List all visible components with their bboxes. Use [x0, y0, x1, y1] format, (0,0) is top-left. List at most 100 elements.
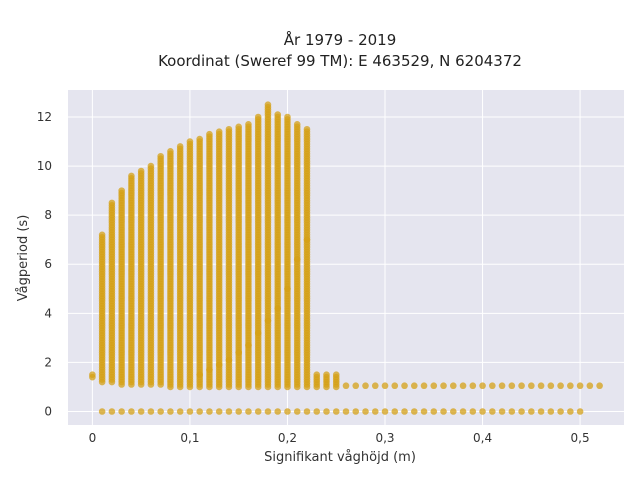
- data-point: [303, 236, 311, 244]
- data-point: [118, 187, 125, 194]
- data-point: [518, 408, 525, 415]
- data-point: [450, 408, 457, 415]
- data-point: [196, 135, 203, 143]
- data-point: [118, 408, 125, 415]
- data-point: [537, 408, 545, 415]
- data-point: [489, 408, 496, 415]
- x-tick-label: 0,2: [278, 431, 297, 445]
- tick-labels: 0 0,1 0,2 0,3 0,4 0,5 0 2 4 6 8 10 12: [37, 110, 590, 445]
- data-point: [274, 408, 282, 415]
- data-point: [254, 408, 262, 415]
- y-tick-label: 2: [44, 355, 52, 369]
- data-point: [547, 408, 555, 415]
- data-point: [498, 382, 506, 390]
- data-point: [430, 382, 438, 390]
- data-point: [89, 371, 96, 378]
- data-point: [137, 408, 145, 415]
- data-point: [245, 341, 252, 349]
- data-point: [313, 408, 321, 415]
- data-point: [528, 408, 535, 415]
- data-point: [186, 408, 194, 415]
- data-point: [303, 408, 311, 415]
- data-point: [371, 408, 379, 415]
- y-tick-label: 6: [44, 257, 52, 271]
- data-point: [381, 382, 389, 390]
- data-point: [332, 408, 340, 415]
- data-point: [362, 382, 369, 390]
- data-point: [186, 138, 194, 145]
- data-point: [459, 408, 467, 415]
- data-point: [196, 371, 203, 378]
- data-point: [215, 361, 223, 369]
- data-point: [401, 408, 408, 415]
- data-point: [440, 382, 447, 390]
- data-point: [264, 101, 272, 109]
- data-point: [235, 408, 242, 415]
- data-point: [576, 408, 584, 415]
- y-tick-label: 12: [37, 110, 52, 124]
- data-point: [206, 130, 213, 138]
- data-point: [215, 408, 223, 415]
- data-point: [420, 408, 428, 415]
- data-point: [225, 125, 233, 133]
- data-point: [440, 408, 447, 415]
- data-point: [430, 408, 438, 415]
- data-point: [293, 121, 301, 128]
- data-point: [147, 162, 155, 170]
- data-point: [576, 382, 584, 390]
- y-tick-label: 8: [44, 208, 52, 222]
- x-tick-label: 0,1: [180, 431, 199, 445]
- data-point: [128, 172, 135, 180]
- data-point: [508, 382, 516, 390]
- data-point: [206, 366, 213, 374]
- data-point: [147, 408, 155, 415]
- data-point: [528, 382, 535, 390]
- x-axis-title: Signifikant våghöjd (m): [264, 450, 416, 465]
- data-point: [245, 408, 252, 415]
- data-point: [225, 408, 233, 415]
- data-point: [547, 382, 555, 390]
- x-tick-label: 0,4: [473, 431, 492, 445]
- data-point: [469, 408, 477, 415]
- x-tick-label: 0,5: [571, 431, 590, 445]
- data-point: [235, 123, 242, 131]
- data-point: [332, 371, 340, 378]
- data-point: [410, 408, 418, 415]
- data-point: [323, 371, 330, 378]
- data-point: [176, 408, 184, 415]
- data-point: [176, 143, 184, 150]
- data-point: [313, 371, 321, 378]
- data-point: [381, 408, 389, 415]
- data-point: [352, 382, 360, 390]
- data-point: [586, 382, 594, 390]
- data-point: [508, 408, 516, 415]
- data-point: [352, 408, 360, 415]
- data-point: [98, 408, 106, 415]
- data-point: [362, 408, 369, 415]
- data-point: [167, 148, 174, 155]
- data-point: [157, 408, 164, 415]
- data-point: [206, 408, 213, 415]
- data-point: [108, 199, 116, 207]
- data-point: [98, 231, 106, 239]
- data-point: [167, 408, 174, 415]
- data-point: [196, 408, 203, 415]
- data-point: [391, 382, 399, 390]
- data-point: [410, 382, 418, 390]
- y-tick-label: 10: [37, 159, 52, 173]
- data-point: [401, 382, 408, 390]
- data-point: [557, 408, 564, 415]
- data-point: [567, 382, 574, 390]
- data-point: [254, 113, 262, 121]
- data-points: [89, 101, 603, 415]
- data-point: [157, 152, 164, 160]
- data-point: [489, 382, 496, 390]
- data-point: [284, 113, 291, 121]
- data-point: [274, 111, 282, 118]
- data-point: [596, 382, 603, 390]
- data-point: [245, 121, 252, 128]
- data-point: [323, 408, 330, 415]
- data-point: [108, 408, 116, 415]
- x-tick-label: 0,3: [375, 431, 394, 445]
